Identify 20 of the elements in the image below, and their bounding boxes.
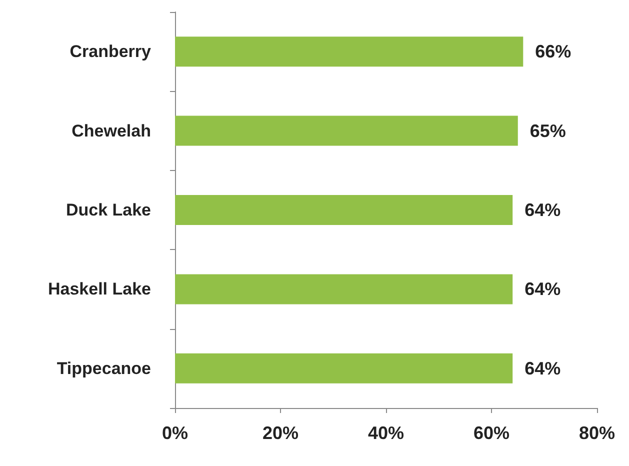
x-tick-label: 20%: [262, 423, 299, 443]
x-tick-label: 40%: [368, 423, 404, 443]
y-tick-label: Cranberry: [70, 42, 152, 62]
bar: [175, 353, 513, 384]
y-tick-label: Chewelah: [72, 121, 151, 140]
data-label: 66%: [535, 42, 572, 62]
bar: [175, 195, 513, 225]
data-label: 65%: [530, 120, 566, 141]
x-tick-label: 80%: [578, 423, 616, 443]
data-label: 64%: [524, 358, 561, 378]
x-tick-label: 0%: [162, 423, 188, 443]
data-label: 64%: [524, 279, 561, 300]
x-tick-label: 60%: [473, 423, 510, 443]
bar: [175, 116, 518, 146]
y-tick-label: Haskell Lake: [48, 280, 151, 299]
bar: [175, 274, 513, 304]
y-tick-label: Duck Lake: [66, 200, 151, 220]
data-label: 64%: [524, 200, 561, 220]
bar: [175, 36, 524, 67]
y-tick-label: Tippecanoe: [56, 358, 151, 378]
